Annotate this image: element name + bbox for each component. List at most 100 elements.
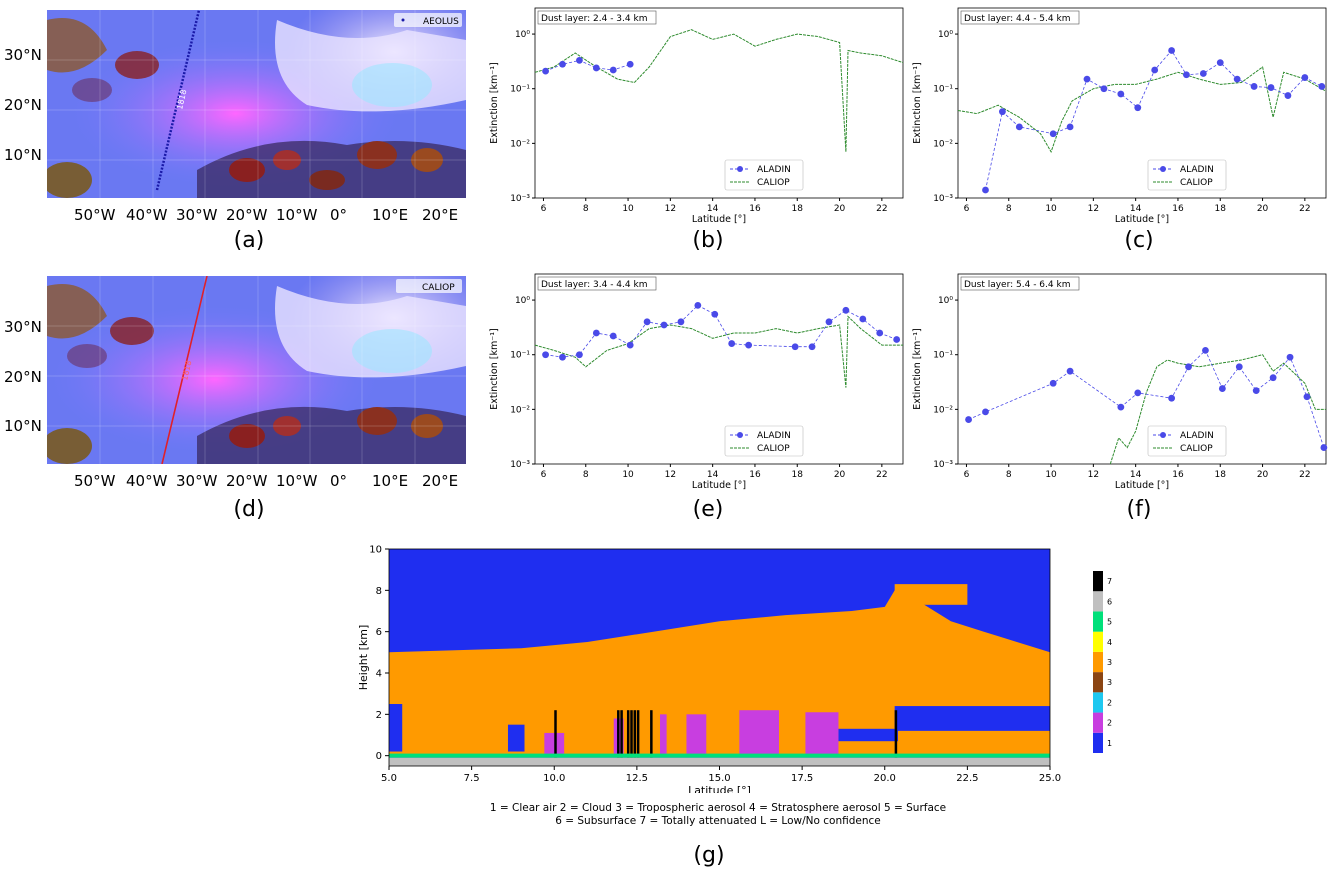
aladin-point	[626, 60, 634, 68]
lon-label: 10°W	[276, 206, 318, 224]
aladin-point	[876, 329, 884, 337]
track-label-d: 1818	[180, 360, 193, 382]
surface-layer	[389, 753, 1050, 758]
x-tick-label: 6	[964, 204, 970, 214]
legend-aeolus: AEOLUS	[423, 17, 459, 27]
x-tick-label: 18	[1215, 204, 1227, 214]
lat-label: 20°N	[4, 368, 42, 386]
aladin-point	[1320, 444, 1328, 451]
x-axis-label: Latitude [°]	[688, 784, 751, 793]
colorbar-swatch	[1093, 732, 1103, 753]
legend-caliop-map: CALIOP	[422, 283, 455, 293]
aladin-point	[1250, 83, 1258, 90]
legend-aladin-label: ALADIN	[757, 431, 791, 441]
y-tick-label: 10⁻²	[933, 405, 953, 415]
x-tick-label: 17.5	[791, 773, 813, 784]
lon-label: 30°W	[176, 206, 218, 224]
y-axis-label: Extinction [km⁻¹]	[489, 328, 500, 409]
x-tick-label: 16	[749, 204, 761, 214]
y-tick-label: 10	[369, 545, 382, 556]
colorbar-swatch	[1093, 692, 1103, 713]
x-tick-label: 20	[1257, 470, 1269, 480]
x-tick-label: 20.0	[874, 773, 896, 784]
subsurface-layer	[389, 757, 1050, 766]
aladin-point	[1216, 59, 1224, 67]
y-tick-label: 10⁻¹	[933, 85, 953, 95]
aladin-point	[999, 108, 1006, 116]
aladin-point	[1301, 74, 1309, 81]
colorbar-swatch	[1093, 591, 1103, 612]
aladin-point	[1303, 393, 1311, 401]
aladin-point	[592, 64, 600, 72]
caliop-line	[534, 29, 904, 152]
aladin-point	[559, 60, 566, 68]
lat-label: 20°N	[4, 96, 42, 114]
y-tick-label: 10⁻¹	[510, 351, 530, 361]
aladin-point	[982, 408, 989, 416]
x-tick-label: 10	[1045, 204, 1057, 214]
chart-title: Dust layer: 2.4 - 3.4 km	[541, 14, 647, 24]
x-tick-label: 5.0	[381, 773, 397, 784]
x-tick-label: 18	[792, 470, 804, 480]
aladin-point	[626, 341, 634, 349]
x-axis-label: Latitude [°]	[1115, 480, 1169, 491]
colorbar-swatch	[1093, 672, 1103, 693]
panel-label-a: (a)	[233, 228, 265, 253]
caliop-line	[1109, 354, 1326, 465]
aladin-point	[576, 56, 583, 64]
cloud-low-conf	[660, 714, 667, 756]
aladin-point	[791, 343, 799, 351]
lon-label: 50°W	[74, 206, 116, 224]
lon-label: 30°W	[176, 472, 218, 490]
clear-air-patch	[838, 728, 898, 742]
aladin-line	[968, 349, 1325, 448]
aladin-point	[1252, 387, 1260, 395]
y-tick-label: 10⁻³	[933, 460, 953, 470]
attenuated-column	[894, 710, 898, 766]
lon-label: 20°E	[422, 206, 459, 224]
plot-frame	[957, 7, 1327, 199]
colorbar-label: 3	[1107, 658, 1112, 667]
chart-f: 10⁰ 10⁻¹ 10⁻² 10⁻³ 6 8 10 12 14 16 18 20 22 Latitude …	[912, 273, 1328, 491]
aladin-point	[1049, 130, 1057, 138]
y-tick-label: 2	[376, 710, 382, 721]
y-tick-label: 10⁻³	[510, 194, 530, 204]
y-tick-label: 6	[376, 627, 382, 638]
panel-label-f: (f)	[1126, 497, 1152, 522]
aladin-point	[1185, 363, 1192, 371]
legend-aladin-label: ALADIN	[757, 165, 791, 175]
legend-aladin-label: ALADIN	[1180, 431, 1214, 441]
clear-air-patch	[894, 706, 1050, 731]
colorbar-label: 3 (L)	[1107, 678, 1115, 687]
legend-aladin-label: ALADIN	[1180, 165, 1214, 175]
x-tick-label: 22	[876, 470, 887, 480]
aladin-point	[542, 351, 549, 359]
y-tick-label: 10⁻²	[510, 139, 530, 149]
aladin-point	[1066, 123, 1074, 131]
title-box	[960, 276, 1080, 291]
lon-label: 10°E	[372, 206, 409, 224]
x-tick-label: 8	[583, 470, 589, 480]
panel-label-d: (d)	[233, 497, 265, 522]
legend-caliop-label: CALIOP	[757, 444, 790, 454]
y-tick-label: 10⁻²	[933, 139, 953, 149]
lat-label: 10°N	[4, 146, 42, 164]
aerosol-layer	[389, 590, 1050, 707]
attenuated-column	[620, 710, 623, 766]
x-tick-label: 10	[1045, 470, 1057, 480]
chart-title: Dust layer: 5.4 - 6.4 km	[964, 280, 1070, 290]
y-tick-label: 0	[376, 751, 382, 762]
legend-aladin-marker	[737, 166, 743, 172]
lon-label: 0°	[330, 472, 348, 490]
aladin-point	[1267, 84, 1275, 91]
y-tick-label: 10⁻³	[933, 194, 953, 204]
legend-line-1: 1 = Clear air 2 = Cloud 3 = Tropospheric…	[489, 802, 947, 814]
plot-frame	[957, 273, 1327, 465]
panel-label-e: (e)	[692, 497, 724, 522]
cloud-low-conf	[686, 714, 707, 756]
colorbar-swatch	[1093, 631, 1103, 652]
plot-frame	[534, 7, 904, 199]
x-tick-label: 25.0	[1039, 773, 1061, 784]
aladin-point	[1202, 346, 1209, 354]
lon-label: 20°W	[226, 206, 268, 224]
